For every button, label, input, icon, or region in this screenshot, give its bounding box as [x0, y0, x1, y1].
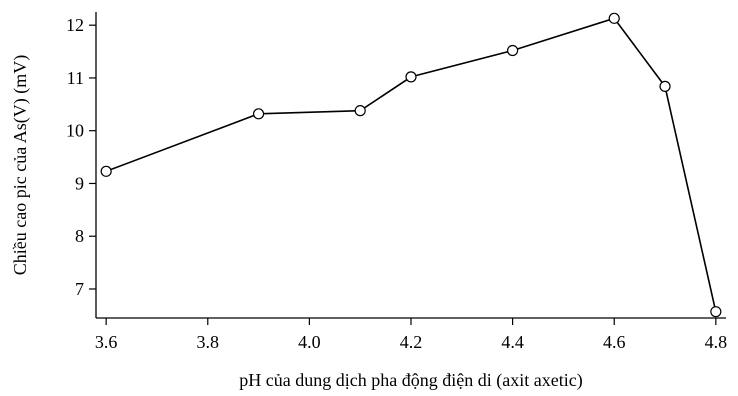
y-tick-label: 10 — [66, 121, 84, 141]
x-tick-label: 3.8 — [197, 332, 220, 352]
data-point — [252, 108, 265, 120]
x-tick-label: 3.6 — [95, 332, 118, 352]
ticks: 3.6 3.8 4.0 4.2 4.4 4.6 4.8 7 8 9 10 11 12 — [66, 15, 727, 352]
x-tick-label: 4.8 — [705, 332, 728, 352]
x-tick-label: 4.0 — [298, 332, 321, 352]
x-tick-label: 4.4 — [501, 332, 524, 352]
data-point — [405, 71, 417, 83]
y-tick-label: 12 — [66, 15, 84, 35]
data-point — [354, 105, 366, 117]
data-point — [507, 44, 519, 57]
data-point — [608, 12, 620, 24]
data-point — [659, 80, 671, 92]
series-line — [105, 17, 717, 312]
data-point — [100, 165, 112, 177]
series — [100, 12, 722, 318]
y-tick-label: 8 — [75, 226, 84, 246]
x-tick-label: 4.6 — [603, 332, 626, 352]
y-tick-label: 7 — [75, 279, 84, 299]
y-axis-label: Chiều cao pic của As(V) (mV) — [10, 55, 31, 275]
data-point — [710, 306, 722, 318]
y-tick-label: 9 — [75, 173, 84, 193]
x-tick-label: 4.2 — [400, 332, 423, 352]
y-tick-label: 11 — [67, 68, 84, 88]
axes — [95, 12, 726, 319]
x-axis-label: pH của dung dịch pha động điện di (axit … — [239, 370, 582, 391]
